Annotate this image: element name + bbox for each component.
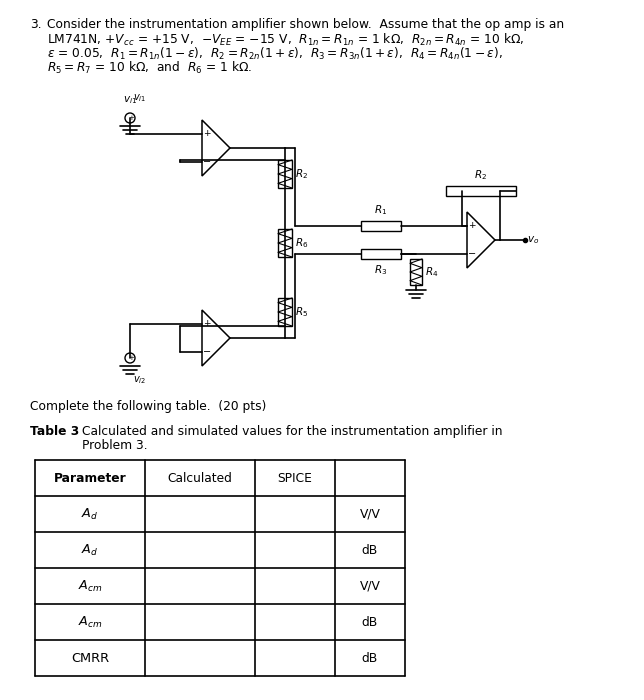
Text: $R_3$: $R_3$: [374, 263, 388, 276]
Text: +: +: [204, 130, 211, 139]
Text: $R_4$: $R_4$: [425, 265, 439, 279]
Text: V/V: V/V: [359, 508, 381, 521]
Bar: [410, 259, 422, 285]
Text: $R_5$: $R_5$: [295, 305, 308, 319]
Text: 3.: 3.: [30, 18, 42, 31]
Text: $R_2$: $R_2$: [295, 167, 308, 181]
Text: dB: dB: [362, 615, 378, 629]
Text: $R_5 = R_7$ = 10 k$\Omega$,  and  $R_6$ = 1 k$\Omega$.: $R_5 = R_7$ = 10 k$\Omega$, and $R_6$ = …: [47, 60, 252, 76]
Text: Table 3: Table 3: [30, 425, 79, 438]
Text: $A_d$: $A_d$: [81, 542, 99, 557]
Bar: [361, 249, 401, 259]
Text: Calculated: Calculated: [167, 472, 232, 484]
Text: $A_{cm}$: $A_{cm}$: [78, 578, 102, 594]
Text: dB: dB: [362, 543, 378, 556]
Text: +: +: [468, 221, 476, 230]
Text: dB: dB: [362, 652, 378, 664]
Text: $v_o$: $v_o$: [527, 234, 539, 246]
Text: $v_{i1}$: $v_{i1}$: [123, 94, 137, 106]
Bar: [278, 229, 292, 257]
Text: −: −: [203, 157, 211, 167]
Text: $R_2$: $R_2$: [475, 168, 488, 182]
Text: $v_{i2}$: $v_{i2}$: [133, 374, 146, 386]
Bar: [446, 186, 516, 196]
Text: −: −: [203, 347, 211, 357]
Text: +: +: [204, 319, 211, 328]
Text: Consider the instrumentation amplifier shown below.  Assume that the op amp is a: Consider the instrumentation amplifier s…: [47, 18, 564, 31]
Text: $A_{cm}$: $A_{cm}$: [78, 615, 102, 629]
Text: $R_6$: $R_6$: [295, 236, 308, 250]
Text: $R_1$: $R_1$: [374, 203, 388, 217]
Text: Problem 3.: Problem 3.: [82, 439, 147, 452]
Text: +: +: [128, 115, 134, 121]
Text: Parameter: Parameter: [53, 472, 126, 484]
Text: V/V: V/V: [359, 580, 381, 592]
Text: $\varepsilon$ = 0.05,  $R_1 = R_{1n}(1-\varepsilon)$,  $R_2 = R_{2n}(1+\varepsil: $\varepsilon$ = 0.05, $R_1 = R_{1n}(1-\v…: [47, 46, 503, 62]
Text: −: −: [468, 249, 476, 259]
Text: LM741N, $+V_{cc}$ = +15 V,  $-V_{EE}$ = $-$15 V,  $R_{1n} = R_{1n}$ = 1 k$\Omega: LM741N, $+V_{cc}$ = +15 V, $-V_{EE}$ = $…: [47, 32, 524, 48]
Bar: [278, 160, 292, 188]
Text: Calculated and simulated values for the instrumentation amplifier in: Calculated and simulated values for the …: [82, 425, 502, 438]
Text: CMRR: CMRR: [71, 652, 109, 664]
Text: Complete the following table.  (20 pts): Complete the following table. (20 pts): [30, 400, 267, 413]
Text: SPICE: SPICE: [278, 472, 312, 484]
Text: $A_d$: $A_d$: [81, 507, 99, 522]
Text: $v_{i1}$: $v_{i1}$: [133, 92, 146, 104]
Bar: [361, 221, 401, 231]
Bar: [278, 298, 292, 326]
Text: +: +: [128, 355, 134, 361]
